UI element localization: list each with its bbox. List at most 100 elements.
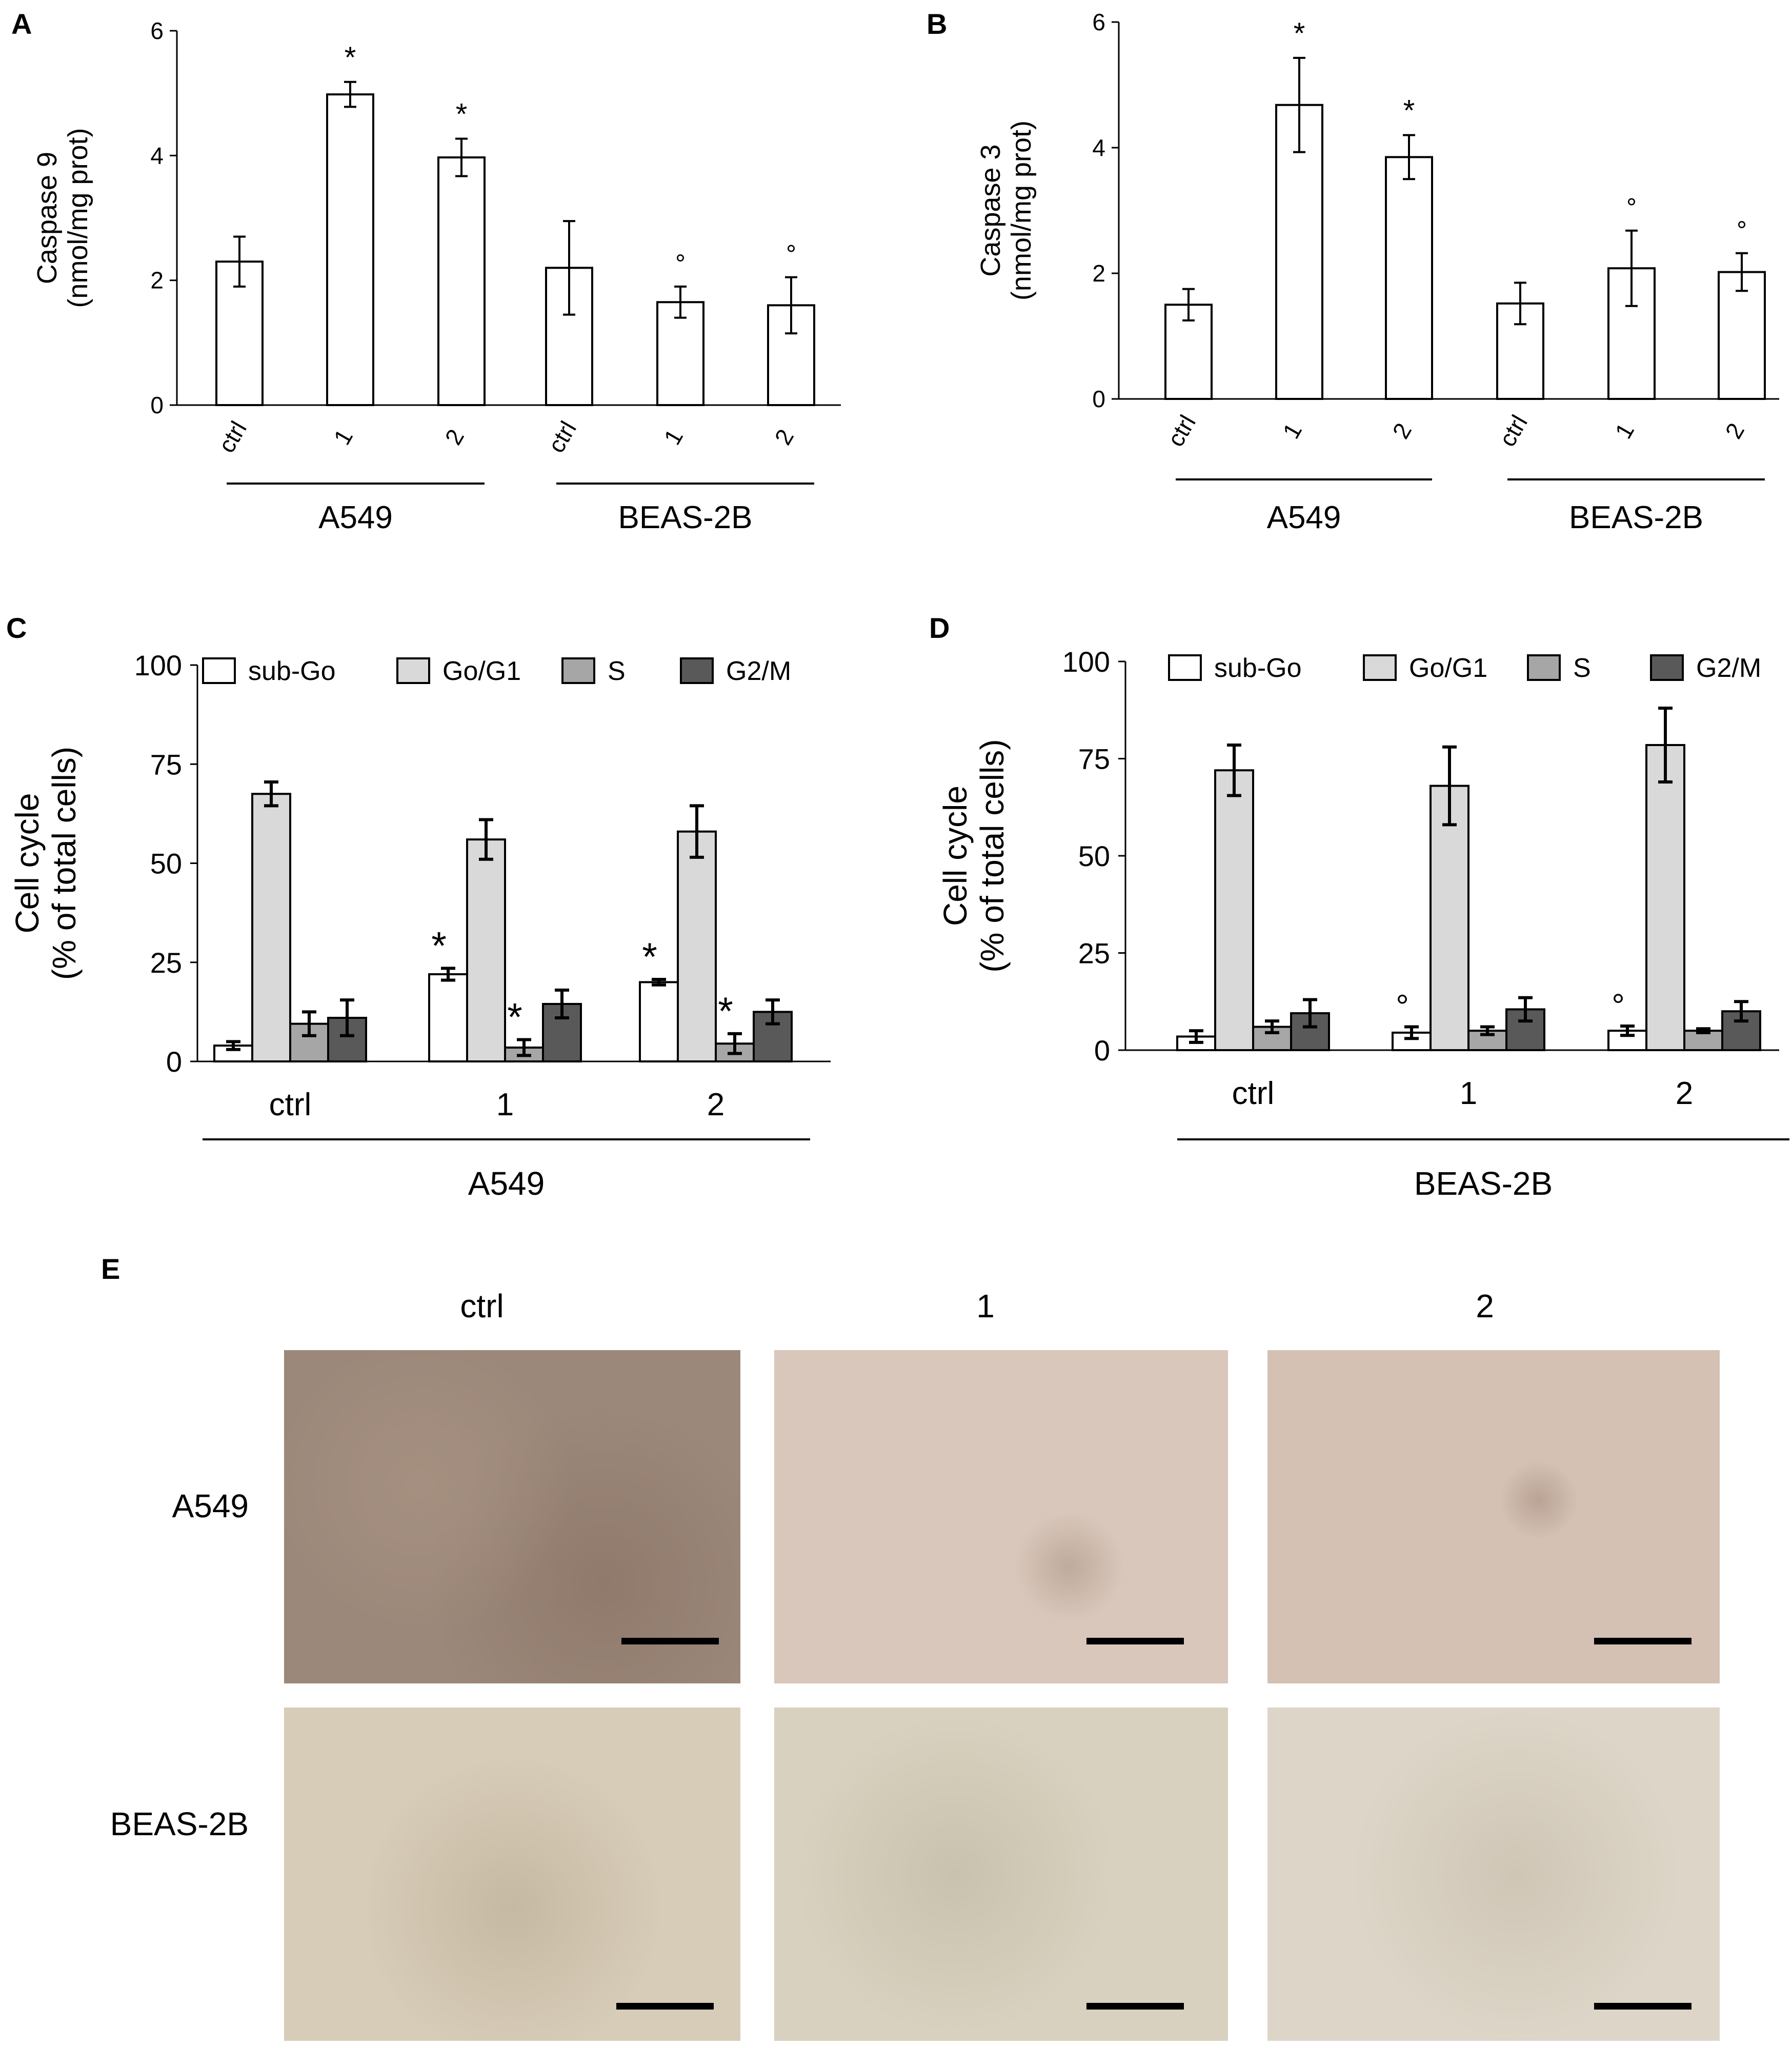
legend-label: G2/M: [1696, 653, 1761, 683]
significance-mark: °: [675, 249, 686, 278]
micrograph-row-label-beas2b: BEAS-2B: [110, 1805, 249, 1842]
group-label: BEAS-2B: [618, 500, 753, 535]
panel-letter-e: E: [101, 1253, 120, 1285]
bar: [1645, 744, 1685, 1051]
chart-c-cell-cycle-a549: 0 25 50 75 100 Cell cycle(% of total cells) ct…: [9, 649, 831, 1202]
micrograph-col-title-2: 2: [1476, 1288, 1494, 1324]
micrograph-beas2b-ctrl: [284, 1708, 740, 2041]
x-tick-label: ctrl: [1232, 1076, 1275, 1111]
y-axis-label: Cell cycle(% of total cells): [9, 747, 83, 980]
y-tick-label: 100: [1062, 646, 1110, 678]
y-axis-label: Caspase 3(nmol/mg prot): [975, 121, 1037, 300]
y-tick-label: 0: [1092, 386, 1105, 412]
chart-d-cell-cycle-beas2b: 0 25 50 75 100 Cell cycle(% of total cells) ct…: [937, 646, 1789, 1202]
bar: [1385, 156, 1433, 400]
bar: [677, 830, 717, 1063]
scale-bar: [1086, 2003, 1184, 2010]
y-tick-label: 100: [134, 649, 182, 681]
legend-swatch: [1168, 654, 1202, 681]
y-tick-label: 50: [150, 848, 182, 880]
bar: [1275, 104, 1323, 400]
legend-swatch: [680, 657, 714, 684]
micrograph-a549-1: [774, 1350, 1228, 1683]
legend-swatch: [561, 657, 595, 684]
significance-mark: *: [345, 41, 356, 74]
bar: [251, 793, 291, 1062]
micrograph-a549-ctrl: [284, 1350, 740, 1683]
significance-mark: *: [507, 995, 522, 1039]
significance-mark: *: [1403, 94, 1415, 128]
bar: [767, 304, 815, 406]
significance-mark: °: [786, 240, 796, 269]
y-tick-label: 6: [150, 17, 164, 44]
y-tick-label: 2: [1092, 260, 1105, 287]
x-tick-label: ctrl: [269, 1087, 312, 1122]
y-axis-label-line: Caspase 3: [975, 144, 1006, 276]
y-tick-label: 0: [166, 1046, 182, 1078]
bar: [326, 93, 374, 407]
micrograph-a549-2: [1267, 1350, 1720, 1683]
legend-swatch: [1650, 654, 1684, 681]
y-tick-label: 0: [150, 392, 164, 418]
y-axis-label-line: (nmol/mg prot): [1006, 121, 1037, 300]
x-tick-label: 1: [1460, 1076, 1477, 1111]
x-tick-label: 1: [496, 1087, 514, 1122]
y-axis-label: Cell cycle(% of total cells): [937, 739, 1011, 972]
significance-mark: *: [456, 97, 468, 131]
y-tick-label: 25: [150, 947, 182, 979]
legend-label: S: [608, 656, 626, 686]
legend-label: Go/G1: [1409, 653, 1487, 683]
legend-label: sub-Go: [1214, 653, 1302, 683]
legend-swatch: [1363, 654, 1397, 681]
scale-bar: [1594, 2003, 1692, 2010]
legend-swatch: [202, 657, 236, 684]
scale-bar: [621, 1638, 719, 1644]
panel-letter-c: C: [6, 612, 27, 644]
x-tick-label: 2: [1676, 1076, 1693, 1111]
legend-label: G2/M: [726, 656, 791, 686]
group-label: A549: [1267, 500, 1341, 535]
y-tick-label: 50: [1078, 840, 1110, 872]
bar: [1214, 769, 1254, 1051]
significance-mark: °: [1626, 193, 1637, 222]
y-tick-label: 75: [150, 748, 182, 780]
bar: [753, 1011, 793, 1062]
micrograph-row-label-a549: A549: [172, 1488, 249, 1524]
y-tick-label: 25: [1078, 937, 1110, 970]
legend-swatch: [1527, 654, 1561, 681]
y-axis-label: Caspase 9(nmol/mg prot): [32, 128, 93, 308]
significance-mark: *: [1294, 17, 1305, 50]
bar: [437, 156, 486, 406]
panel-letter-b: B: [927, 8, 948, 40]
significance-mark: °: [1612, 987, 1625, 1024]
x-tick-label: 2: [707, 1087, 724, 1122]
y-tick-label: 6: [1092, 9, 1105, 35]
micrograph-col-title-ctrl: ctrl: [460, 1288, 504, 1324]
scale-bar: [1594, 1638, 1692, 1644]
group-label: A549: [318, 500, 393, 535]
group-label: BEAS-2B: [1569, 500, 1703, 535]
y-tick-label: 4: [150, 142, 164, 169]
y-tick-label: 75: [1078, 743, 1110, 775]
y-tick-label: 4: [1092, 134, 1105, 161]
micrograph-beas2b-2: [1267, 1708, 1720, 2041]
scale-bar: [1086, 1638, 1184, 1644]
scale-bar: [616, 2003, 714, 2010]
bar: [1718, 271, 1766, 400]
y-tick-label: 2: [150, 267, 164, 294]
panel-letter-a: A: [11, 8, 32, 40]
y-axis-label-line: Cell cycle: [937, 786, 974, 926]
y-axis-label-line: (% of total cells): [46, 747, 83, 980]
significance-mark: *: [431, 924, 447, 968]
bar: [213, 1045, 253, 1062]
legend-label: S: [1573, 653, 1591, 683]
group-label: A549: [468, 1165, 545, 1202]
panel-letter-d: D: [929, 612, 950, 644]
significance-mark: °: [1737, 216, 1747, 245]
micrograph-beas2b-1: [774, 1708, 1228, 2041]
legend-label: sub-Go: [248, 656, 336, 686]
y-axis-label-line: Caspase 9: [32, 152, 63, 284]
y-axis-label-line: (nmol/mg prot): [63, 128, 93, 308]
